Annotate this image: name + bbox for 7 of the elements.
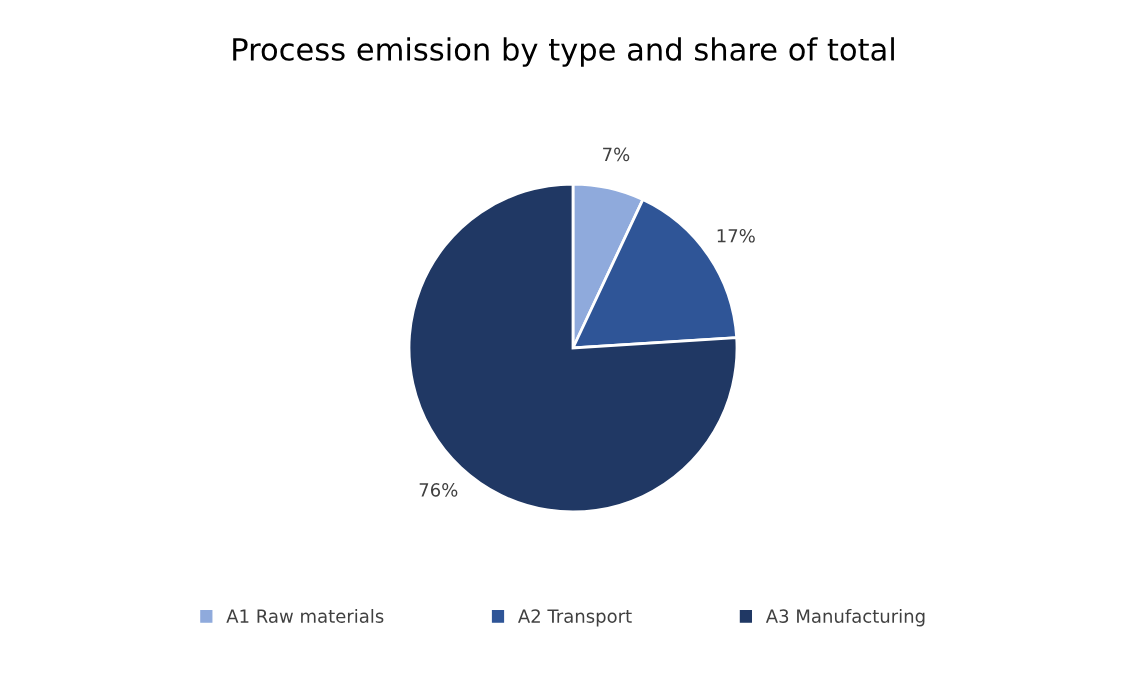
legend-label: A3 Manufacturing — [765, 608, 925, 627]
data-label: 7% — [603, 147, 630, 162]
legend-label: A1 Raw materials — [226, 608, 384, 623]
data-label: 76% — [419, 483, 458, 497]
legend-label: A2 Transport — [518, 609, 632, 627]
data-label: 17% — [717, 228, 755, 243]
chart-title: Process emission by type and share of total — [233, 37, 894, 67]
